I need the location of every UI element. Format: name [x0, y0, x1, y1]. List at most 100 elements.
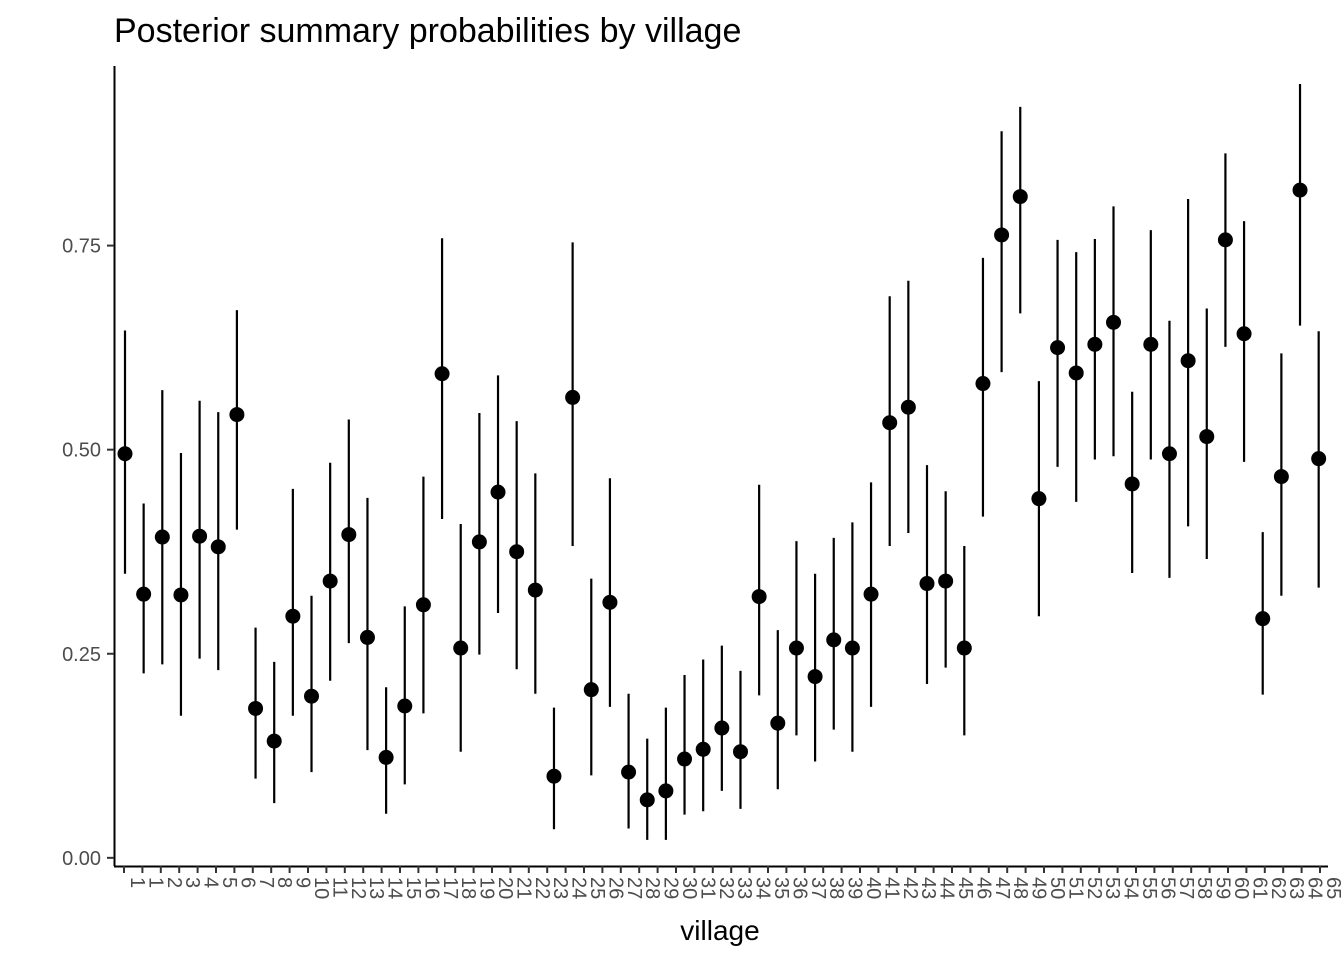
- x-tick-label: 9: [292, 877, 314, 888]
- x-tick-label: 4: [200, 877, 222, 888]
- data-point: [322, 573, 338, 589]
- data-point: [341, 527, 357, 543]
- x-axis-title: village: [680, 915, 759, 946]
- x-tick-label: 39: [844, 877, 866, 899]
- data-point: [136, 586, 152, 602]
- x-tick-label: 24: [568, 877, 590, 899]
- data-point: [210, 539, 226, 555]
- x-tick-label: 1: [126, 877, 148, 888]
- x-tick-label: 57: [1175, 877, 1197, 899]
- data-marks: [117, 83, 1327, 840]
- data-point: [826, 632, 842, 648]
- x-tick-label: 58: [1193, 877, 1215, 899]
- data-point: [471, 534, 487, 550]
- data-point: [527, 582, 543, 598]
- data-point: [1255, 611, 1271, 627]
- data-point: [173, 587, 189, 603]
- x-tick-label: 15: [402, 877, 424, 899]
- x-tick-label: 65: [1322, 877, 1344, 899]
- x-tick-label: 27: [623, 877, 645, 899]
- x-tick-label: 52: [1083, 877, 1105, 899]
- data-point: [359, 629, 375, 645]
- data-point: [1087, 336, 1103, 352]
- y-tick-label: 0.25: [62, 644, 101, 666]
- x-tick-label: 42: [899, 877, 921, 899]
- x-tick-label: 54: [1120, 877, 1142, 899]
- data-point: [397, 698, 413, 714]
- x-tick-label: 14: [384, 877, 406, 899]
- x-tick-label: 41: [880, 877, 902, 899]
- x-tick-label: 55: [1138, 877, 1160, 899]
- data-point: [229, 407, 245, 423]
- data-point: [994, 227, 1010, 243]
- x-tick-label: 11: [328, 877, 350, 898]
- data-point: [378, 749, 394, 765]
- x-tick-label: 22: [531, 877, 553, 899]
- x-tick-label: 37: [807, 877, 829, 899]
- x-tick-label: 31: [696, 877, 718, 899]
- data-point: [844, 640, 860, 656]
- x-tick-label: 62: [1267, 877, 1289, 899]
- y-tick-label: 0.50: [62, 440, 101, 462]
- data-point: [1311, 451, 1327, 467]
- data-point: [266, 733, 282, 749]
- chart-title: Posterior summary probabilities by villa…: [114, 12, 741, 50]
- x-tick-label: 47: [991, 877, 1013, 899]
- data-point: [788, 640, 804, 656]
- x-tick-label: 5: [218, 877, 240, 888]
- x-tick-label: 38: [825, 877, 847, 899]
- x-tick-label: 36: [788, 877, 810, 899]
- x-tick-label: 43: [917, 877, 939, 899]
- data-point: [1106, 314, 1122, 330]
- data-point: [415, 597, 431, 613]
- x-tick-label: 21: [512, 877, 534, 899]
- data-point: [956, 640, 972, 656]
- data-point: [658, 783, 674, 799]
- x-tick-label: 28: [641, 877, 663, 899]
- data-point: [770, 715, 786, 731]
- data-point: [117, 446, 133, 462]
- data-point: [621, 764, 637, 780]
- data-point: [1180, 353, 1196, 369]
- data-point: [602, 594, 618, 610]
- data-point: [1143, 336, 1159, 352]
- x-tick-label: 10: [310, 877, 332, 899]
- x-tick-label: 25: [586, 877, 608, 899]
- data-point: [714, 720, 730, 736]
- x-tick-label: 30: [678, 877, 700, 899]
- data-point: [677, 751, 693, 767]
- data-point: [863, 586, 879, 602]
- data-point: [807, 669, 823, 685]
- x-tick-label: 19: [476, 877, 498, 899]
- x-tick-label: 8: [273, 877, 295, 888]
- x-tick-label: 33: [733, 877, 755, 899]
- data-point: [975, 376, 991, 392]
- data-point: [1292, 182, 1308, 198]
- data-point: [490, 484, 506, 500]
- data-point: [192, 528, 208, 544]
- x-tick-label: 59: [1212, 877, 1234, 899]
- x-tick-label: 1: [144, 877, 166, 888]
- data-point: [1124, 476, 1140, 492]
- x-tick-label: 17: [439, 877, 461, 899]
- x-tick-label: 45: [954, 877, 976, 899]
- x-tick-label: 32: [715, 877, 737, 899]
- x-tick-label: 18: [457, 877, 479, 899]
- x-tick-label: 51: [1064, 877, 1086, 899]
- x-tick-label: 50: [1046, 877, 1068, 899]
- x-tick-label: 56: [1156, 877, 1178, 899]
- data-point: [453, 640, 469, 656]
- x-tick-label: 46: [972, 877, 994, 899]
- x-tick-label: 63: [1285, 877, 1307, 899]
- x-tick-label: 13: [365, 877, 387, 899]
- data-point: [882, 415, 898, 431]
- x-tick-label: 2: [163, 877, 185, 888]
- data-point: [285, 608, 301, 624]
- data-point: [546, 768, 562, 784]
- x-tick-label: 20: [494, 877, 516, 899]
- x-tick-label: 44: [936, 877, 958, 899]
- data-point: [1199, 429, 1215, 445]
- data-point: [248, 700, 264, 716]
- x-tick-label: 26: [604, 877, 626, 899]
- x-tick-label: 35: [770, 877, 792, 899]
